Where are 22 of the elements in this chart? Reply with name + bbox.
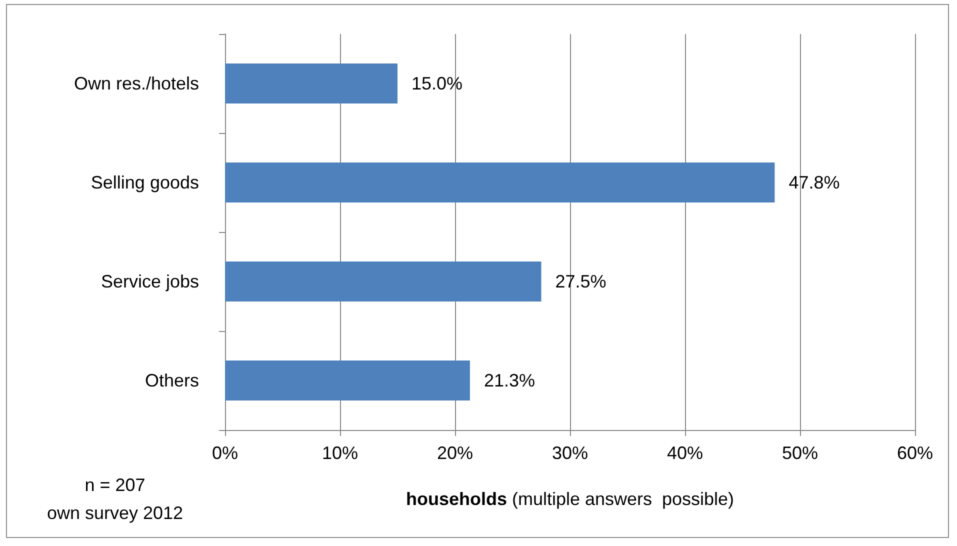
data-label: 15.0% — [412, 74, 463, 94]
x-tick-label: 40% — [666, 443, 704, 463]
x-tick-label: 20% — [436, 443, 474, 463]
y-tick-label: Others — [144, 370, 199, 390]
bar — [225, 262, 542, 302]
y-tick-label: Selling goods — [90, 172, 199, 192]
x-tick-label: 50% — [782, 443, 818, 463]
text: n = 207 — [84, 475, 146, 495]
x-tick-label: 30% — [552, 443, 588, 463]
data-label: 47.8% — [788, 172, 840, 192]
text: own survey 2012 — [46, 503, 184, 523]
y-tick-label: Service jobs — [100, 272, 199, 292]
y-tick-label: Own res./hotels — [74, 74, 199, 94]
x-tick-label: 0% — [212, 443, 238, 463]
data-label: 27.5% — [555, 272, 606, 292]
x-tick-label: 10% — [322, 443, 358, 463]
x-axis-title: households (multiple answers possible) — [406, 489, 734, 509]
data-label: 21.3% — [484, 370, 535, 390]
bar — [225, 162, 775, 202]
bar — [225, 360, 470, 400]
bar — [225, 64, 398, 104]
x-tick-label: 60% — [896, 443, 934, 463]
